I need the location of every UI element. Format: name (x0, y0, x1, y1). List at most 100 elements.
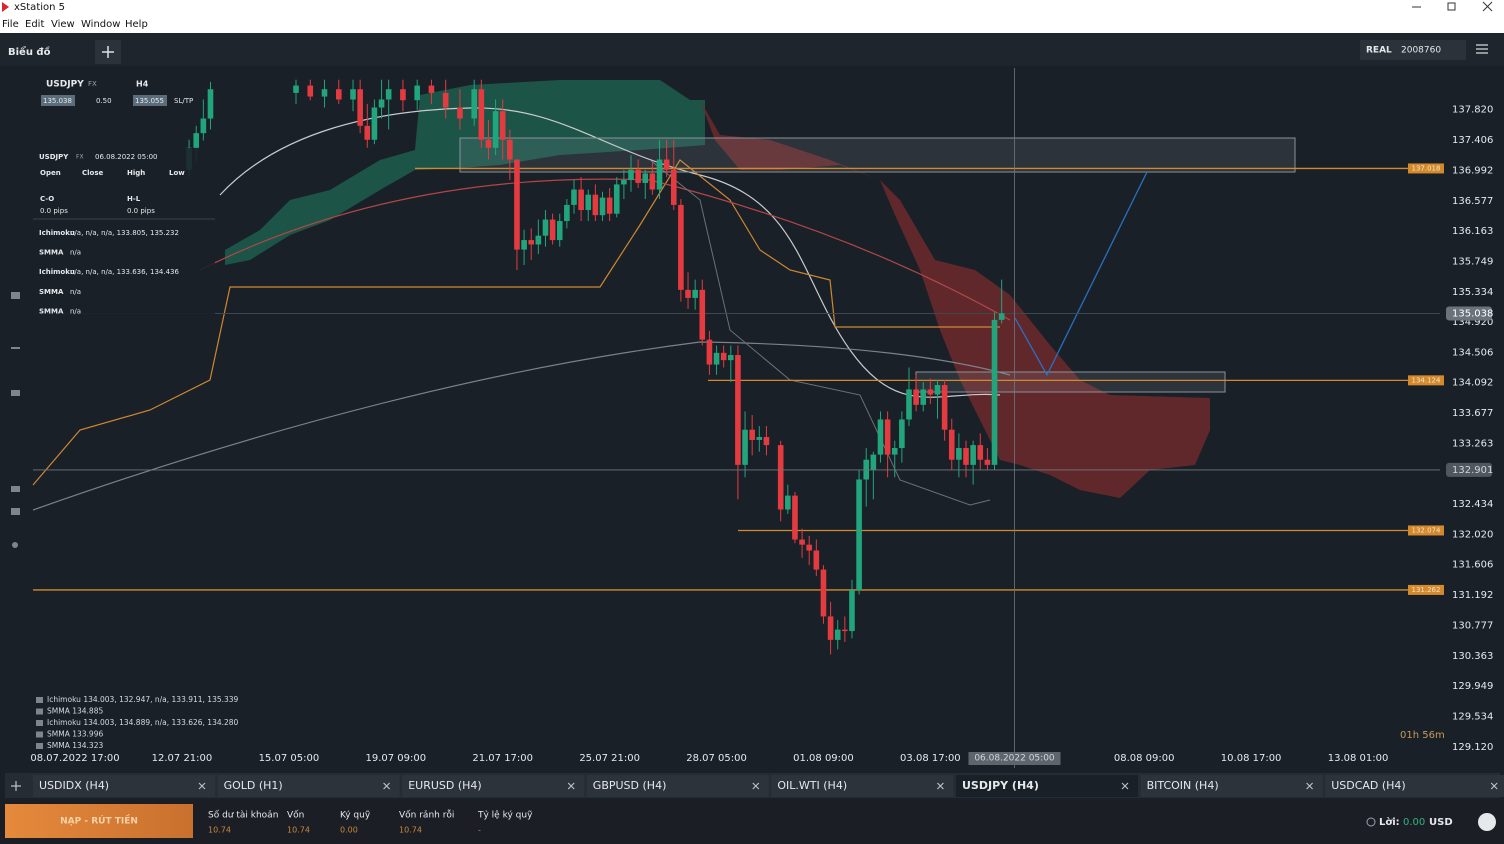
tab-close[interactable] (1490, 782, 1498, 790)
candle-body (521, 240, 527, 250)
candle-body (556, 221, 563, 241)
candle-body (364, 125, 371, 140)
tab[interactable] (402, 775, 585, 797)
candle-body (499, 111, 506, 140)
y-tick-label: 137.406 (1452, 135, 1493, 146)
candle-body (884, 419, 891, 455)
timeframe[interactable]: H4 (136, 80, 149, 89)
candle-body (585, 194, 592, 211)
candle-body (963, 448, 969, 465)
account-selector[interactable] (1360, 40, 1466, 60)
stat-label: Số dư tài khoản (208, 810, 278, 821)
legend-icon[interactable] (36, 697, 43, 703)
tab[interactable] (956, 775, 1138, 797)
help-button[interactable] (1478, 813, 1496, 831)
field-label: High (127, 169, 145, 177)
tab[interactable] (586, 775, 769, 797)
candle-body (649, 173, 656, 190)
candle-body (193, 133, 200, 148)
y-tick-label: 130.777 (1452, 620, 1493, 631)
sell-box[interactable] (41, 95, 75, 106)
candle-body (813, 550, 820, 570)
ask: 135.055 (135, 97, 164, 105)
last-price-label: 135.038 (1452, 308, 1493, 319)
view-selector[interactable]: Biểu đồ (8, 45, 51, 58)
x-tick-label: 10.08 17:00 (1221, 753, 1282, 764)
y-tick-label: 133.263 (1452, 438, 1493, 449)
field-label: Low (169, 169, 185, 177)
candle-body (998, 313, 1005, 320)
candle-body (877, 419, 884, 455)
window-controls[interactable] (1412, 1, 1493, 12)
tab-close[interactable] (198, 782, 206, 790)
candle-body (727, 355, 734, 361)
candle-body (492, 111, 499, 148)
tab-close[interactable] (1121, 782, 1129, 790)
tab[interactable] (217, 775, 400, 797)
menu-item[interactable]: Window (81, 19, 120, 30)
tab[interactable] (1325, 775, 1504, 797)
candle-body (535, 235, 542, 245)
y-tick-label: 131.192 (1452, 590, 1493, 601)
candle-body (906, 389, 912, 420)
tab[interactable] (33, 775, 215, 797)
y-tick-label: 136.992 (1452, 165, 1493, 176)
legend-icon[interactable] (36, 708, 43, 715)
candle-body (785, 495, 791, 510)
candle-body (920, 389, 927, 405)
indicator-value: n/a, n/a, n/a, 133.636, 134.436 (70, 268, 179, 276)
candle-body (414, 85, 420, 101)
candle-body (378, 99, 385, 108)
legend-icon[interactable] (36, 731, 43, 738)
field-label: H-L (127, 195, 141, 203)
candle-body (507, 139, 513, 160)
stat-value: 10.74 (208, 826, 231, 835)
candle-body (656, 159, 663, 190)
tab-close[interactable] (567, 782, 575, 790)
volume[interactable]: 0.50 (96, 97, 112, 105)
menu-item[interactable]: Edit (25, 19, 44, 30)
candlestick-chart: 137.820 137.406 136.992 136.577 136.163 135.7… (30, 68, 1493, 768)
legend-icon[interactable] (36, 720, 43, 726)
stat-value: 10.74 (287, 826, 310, 835)
menu-item[interactable]: Help (125, 19, 148, 30)
tab-close[interactable] (752, 782, 760, 790)
sltp[interactable]: SL/TP (174, 97, 193, 105)
menu-icon[interactable] (1476, 44, 1488, 54)
indicator-value: n/a (70, 307, 81, 315)
deposit-label: NẠP - RÚT TIỀN (60, 814, 138, 827)
candle-body (457, 107, 463, 119)
candle-body (792, 495, 798, 540)
candle-body (777, 445, 784, 510)
menu-item[interactable]: File (2, 19, 19, 30)
candle-body (948, 429, 955, 460)
y-tick-label: 134.092 (1452, 378, 1493, 389)
window-title: xStation 5 (14, 2, 65, 13)
candle-body (870, 454, 877, 470)
field-label: Close (82, 169, 104, 177)
stat-value: 0.00 (340, 826, 358, 835)
candle-body (735, 355, 741, 465)
tab[interactable] (771, 775, 954, 797)
deposit-button[interactable] (5, 804, 193, 838)
candle-body (528, 240, 535, 245)
tab-close[interactable] (937, 782, 944, 790)
legend-icon[interactable] (36, 743, 43, 749)
candle-body (385, 89, 392, 100)
menu-item[interactable]: View (51, 19, 75, 30)
drawing-tools[interactable] (11, 292, 20, 548)
candle-body (207, 89, 214, 119)
candle-body (400, 89, 406, 101)
symbol[interactable]: USDJPY (46, 80, 84, 90)
info-icon[interactable] (1366, 817, 1376, 827)
candle-body (642, 173, 649, 183)
crosshair-y-box (1446, 462, 1492, 477)
buy-box[interactable] (133, 95, 167, 106)
candle-body (578, 189, 584, 211)
tab-close[interactable] (1306, 782, 1313, 790)
tab[interactable] (1140, 775, 1323, 797)
candle-body (899, 419, 905, 449)
candle-body (471, 89, 478, 119)
tab-close[interactable] (383, 782, 390, 790)
